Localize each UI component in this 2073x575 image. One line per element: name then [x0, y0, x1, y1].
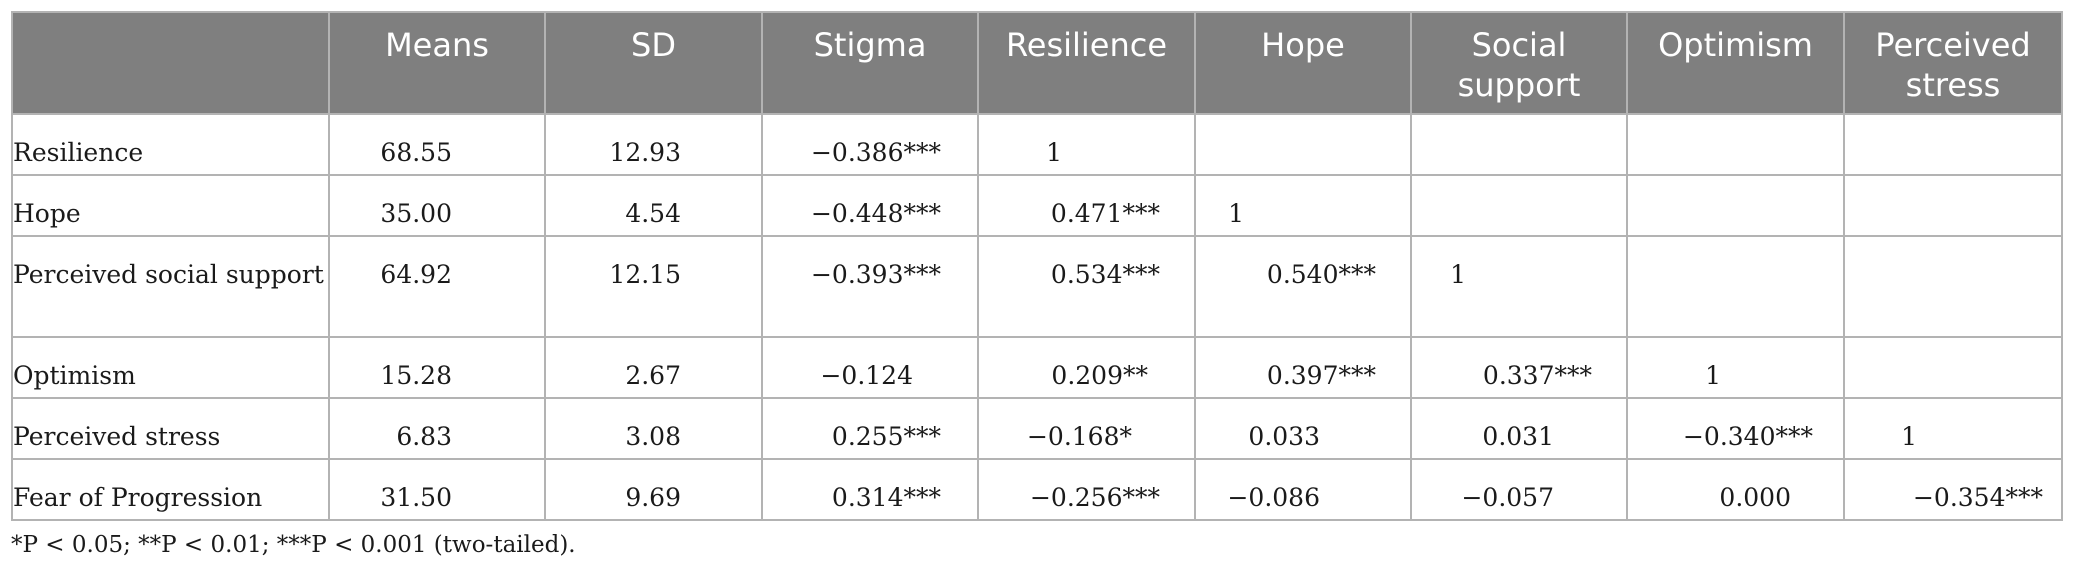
cell-means: 35.00 [328, 174, 546, 237]
header-cell-means: Means [328, 11, 546, 115]
table-row: Fear of Progression 31.50 9.69 0.314*** … [11, 458, 2063, 521]
cell-means: 64.92 [328, 235, 546, 338]
cell-means: 15.28 [328, 336, 546, 399]
cell-social-support: 1 [1410, 235, 1628, 338]
cell-perceived-stress [1843, 174, 2063, 237]
cell-stigma: −0.393*** [761, 235, 979, 338]
cell-social-support: 0.031 [1410, 397, 1628, 460]
table-footnote: *P < 0.05; **P < 0.01; ***P < 0.001 (two… [11, 532, 576, 558]
cell-resilience: 1 [977, 113, 1196, 176]
cell-perceived-stress: 1 [1843, 397, 2063, 460]
cell-stigma: −0.124 [761, 336, 979, 399]
cell-stigma: 0.314*** [761, 458, 979, 521]
correlation-table: Means SD Stigma Resilience Hope Social s… [11, 11, 2063, 521]
cell-sd: 4.54 [544, 174, 763, 237]
cell-sd: 12.15 [544, 235, 763, 338]
cell-resilience: 0.209** [977, 336, 1196, 399]
row-label: Perceived social support [11, 235, 330, 338]
cell-perceived-stress [1843, 336, 2063, 399]
cell-means: 6.83 [328, 397, 546, 460]
cell-resilience: 0.534*** [977, 235, 1196, 338]
cell-perceived-stress [1843, 113, 2063, 176]
row-label: Resilience [11, 113, 330, 176]
cell-stigma: 0.255*** [761, 397, 979, 460]
cell-sd: 12.93 [544, 113, 763, 176]
header-cell-blank [11, 11, 330, 115]
cell-hope: 0.540*** [1194, 235, 1412, 338]
cell-social-support: −0.057 [1410, 458, 1628, 521]
header-cell-stigma: Stigma [761, 11, 979, 115]
cell-sd: 3.08 [544, 397, 763, 460]
cell-stigma: −0.386*** [761, 113, 979, 176]
cell-hope [1194, 113, 1412, 176]
cell-sd: 9.69 [544, 458, 763, 521]
cell-optimism: 1 [1626, 336, 1845, 399]
cell-hope: 0.033 [1194, 397, 1412, 460]
cell-means: 31.50 [328, 458, 546, 521]
table-row: Hope 35.00 4.54 −0.448*** 0.471*** 1 [11, 174, 2063, 237]
header-cell-social-support: Social support [1410, 11, 1628, 115]
cell-optimism: −0.340*** [1626, 397, 1845, 460]
header-cell-hope: Hope [1194, 11, 1412, 115]
table-row: Perceived social support 64.92 12.15 −0.… [11, 235, 2063, 338]
cell-social-support [1410, 174, 1628, 237]
header-cell-sd: SD [544, 11, 763, 115]
table-header: Means SD Stigma Resilience Hope Social s… [11, 11, 2063, 115]
cell-stigma: −0.448*** [761, 174, 979, 237]
cell-perceived-stress [1843, 235, 2063, 338]
cell-resilience: −0.168* [977, 397, 1196, 460]
cell-means: 68.55 [328, 113, 546, 176]
header-cell-resilience: Resilience [977, 11, 1196, 115]
cell-perceived-stress: −0.354*** [1843, 458, 2063, 521]
table-row: Perceived stress 6.83 3.08 0.255*** −0.1… [11, 397, 2063, 460]
cell-hope: 1 [1194, 174, 1412, 237]
cell-resilience: 0.471*** [977, 174, 1196, 237]
table-row: Resilience 68.55 12.93 −0.386*** 1 [11, 113, 2063, 176]
cell-sd: 2.67 [544, 336, 763, 399]
row-label: Fear of Progression [11, 458, 330, 521]
cell-optimism [1626, 113, 1845, 176]
table-row: Optimism 15.28 2.67 −0.124 0.209** 0.397… [11, 336, 2063, 399]
header-cell-optimism: Optimism [1626, 11, 1845, 115]
cell-optimism: 0.000 [1626, 458, 1845, 521]
cell-hope: −0.086 [1194, 458, 1412, 521]
cell-social-support: 0.337*** [1410, 336, 1628, 399]
cell-social-support [1410, 113, 1628, 176]
row-label: Perceived stress [11, 397, 330, 460]
table-body: Resilience 68.55 12.93 −0.386*** 1 Hope … [11, 113, 2063, 521]
header-cell-perceived-stress: Perceived stress [1843, 11, 2063, 115]
row-label: Optimism [11, 336, 330, 399]
cell-optimism [1626, 235, 1845, 338]
row-label: Hope [11, 174, 330, 237]
cell-optimism [1626, 174, 1845, 237]
cell-resilience: −0.256*** [977, 458, 1196, 521]
cell-hope: 0.397*** [1194, 336, 1412, 399]
header-row: Means SD Stigma Resilience Hope Social s… [11, 11, 2063, 115]
